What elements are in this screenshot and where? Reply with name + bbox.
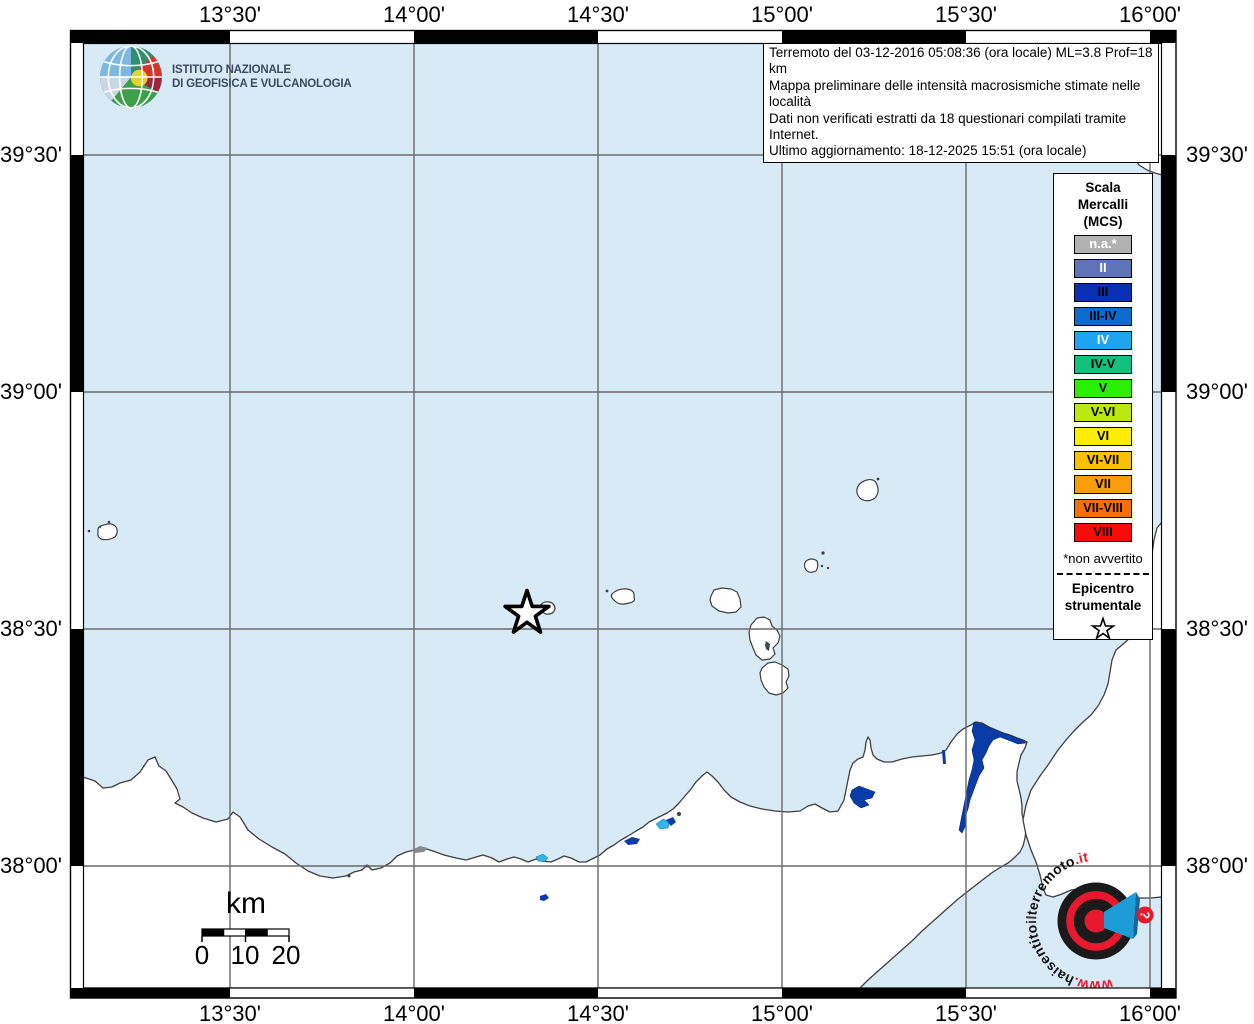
top-axis-label: 14°30' (567, 2, 629, 27)
bottom-axis-label: 16°00' (1119, 1001, 1181, 1024)
left-axis-label: 38°00' (0, 853, 62, 878)
legend-item-vii-viii: VII-VIII (1074, 499, 1132, 518)
legend-item-v: V (1074, 379, 1132, 398)
info-line-updated: Ultimo aggiornamento: 18-12-2025 15:51 (… (769, 143, 1087, 159)
right-axis-label: 38°00' (1186, 853, 1248, 878)
legend-item-viii: VIII (1074, 523, 1132, 542)
milazzo-harbour (849, 785, 876, 809)
island-panarea (803, 558, 819, 573)
bottom-axis-label: 15°30' (935, 1001, 997, 1024)
legend-epicenter-line: Epicentro (1071, 581, 1135, 596)
legend-star-icon (1090, 615, 1116, 641)
legend-item-iii-iv: III-IV (1074, 307, 1132, 326)
ingv-globe-icon (100, 46, 162, 108)
bottom-axis-label: 14°30' (567, 1001, 629, 1024)
right-axis-label: 38°30' (1186, 616, 1248, 641)
map-frame (69, 29, 1177, 999)
island-salina (709, 587, 742, 614)
scale-tick-0: 0 (195, 940, 209, 970)
info-line-event: Terremoto del 03-12-2016 05:08:36 (ora l… (769, 45, 1153, 77)
island-lipari (748, 616, 781, 661)
scale-tick-10: 10 (231, 940, 260, 970)
top-axis-label: 15°30' (935, 2, 997, 27)
scale-bar: km 0 10 20 (195, 887, 301, 970)
intensity-legend: Scala Mercalli (MCS) n.a.* II III III-IV… (1053, 173, 1153, 641)
top-axis-label: 14°00' (383, 2, 445, 27)
info-line-data-source: Dati non verificati estratti da 18 quest… (769, 110, 1127, 143)
left-axis-label: 39°00' (0, 379, 62, 404)
scale-bar-unit: km (226, 887, 266, 920)
island-ustica (97, 523, 118, 541)
coastal-lagoon-1 (655, 818, 671, 830)
water-features (412, 641, 1027, 901)
watermark-question-mark: ? (1137, 910, 1153, 919)
coastal-river (942, 750, 946, 764)
right-axis-label: 39°00' (1186, 379, 1248, 404)
left-axis-label: 39°30' (0, 142, 62, 167)
legend-epicenter-line: strumentale (1064, 598, 1142, 613)
bottom-axis-label: 15°00' (751, 1001, 813, 1024)
right-axis-label: 39°30' (1186, 142, 1248, 167)
legend-item-vii: VII (1074, 475, 1132, 494)
legend-epicenter-label: Epicentro strumentale (1054, 580, 1152, 614)
ingv-logo-line2: DI GEOFISICA E VULCANOLOGIA (172, 78, 352, 90)
legend-item-iv-v: IV-V (1074, 355, 1132, 374)
coastal-lake-2 (666, 817, 676, 826)
legend-item-ii: II (1074, 259, 1132, 278)
legend-footnote: *non avvertito (1063, 551, 1143, 566)
inland-lake (540, 894, 549, 901)
landmass-sicily (83, 721, 1028, 988)
epicenter-star (503, 588, 551, 634)
legend-item-vi: VI (1074, 427, 1132, 446)
top-axis-label: 15°00' (751, 2, 813, 27)
ingv-logo-text: ISTITUTO NAZIONALE DI GEOFISICA E VULCAN… (172, 63, 352, 91)
ingv-logo-line1: ISTITUTO NAZIONALE (172, 64, 291, 76)
messina-coast-strip (958, 721, 1027, 834)
capo-orlando-mark (412, 846, 428, 853)
legend-title-line: Mercalli (1077, 197, 1129, 212)
watermark-center-dot (1084, 909, 1108, 933)
legend-item-v-vi: V-VI (1074, 403, 1132, 422)
top-axis-label: 16°00' (1119, 2, 1181, 27)
coastal-lagoon-2 (535, 853, 549, 863)
left-axis-label: 38°30' (0, 616, 62, 641)
scale-tick-20: 20 (272, 940, 301, 970)
legend-title: Scala Mercalli (MCS) (1054, 179, 1152, 230)
legend-title-line: (MCS) (1083, 214, 1123, 229)
info-line-map-type: Mappa preliminare delle intensità macros… (769, 77, 1141, 110)
lipari-dark-patch (765, 641, 770, 651)
legend-item-iv: IV (1074, 331, 1132, 350)
bottom-axis-label: 14°00' (383, 1001, 445, 1024)
island-stromboli (856, 478, 879, 502)
island-filicudi (610, 588, 636, 605)
coastal-lake-1 (624, 837, 640, 845)
watermark-question-badge (1136, 906, 1154, 924)
legend-item-na: n.a.* (1074, 235, 1132, 254)
top-axis-label: 13°30' (199, 2, 261, 27)
legend-item-vi-vii: VI-VII (1074, 451, 1132, 470)
watermark-cone (1104, 892, 1136, 939)
ingv-logo: ISTITUTO NAZIONALE DI GEOFISICA E VULCAN… (98, 44, 352, 110)
legend-item-iii: III (1074, 283, 1132, 302)
earthquake-info-box: Terremoto del 03-12-2016 05:08:36 (ora l… (763, 43, 1159, 163)
bottom-axis-label: 13°30' (199, 1001, 261, 1024)
watermark-cone-edge (1133, 892, 1140, 939)
legend-title-line: Scala (1085, 180, 1121, 195)
legend-separator (1057, 573, 1149, 575)
